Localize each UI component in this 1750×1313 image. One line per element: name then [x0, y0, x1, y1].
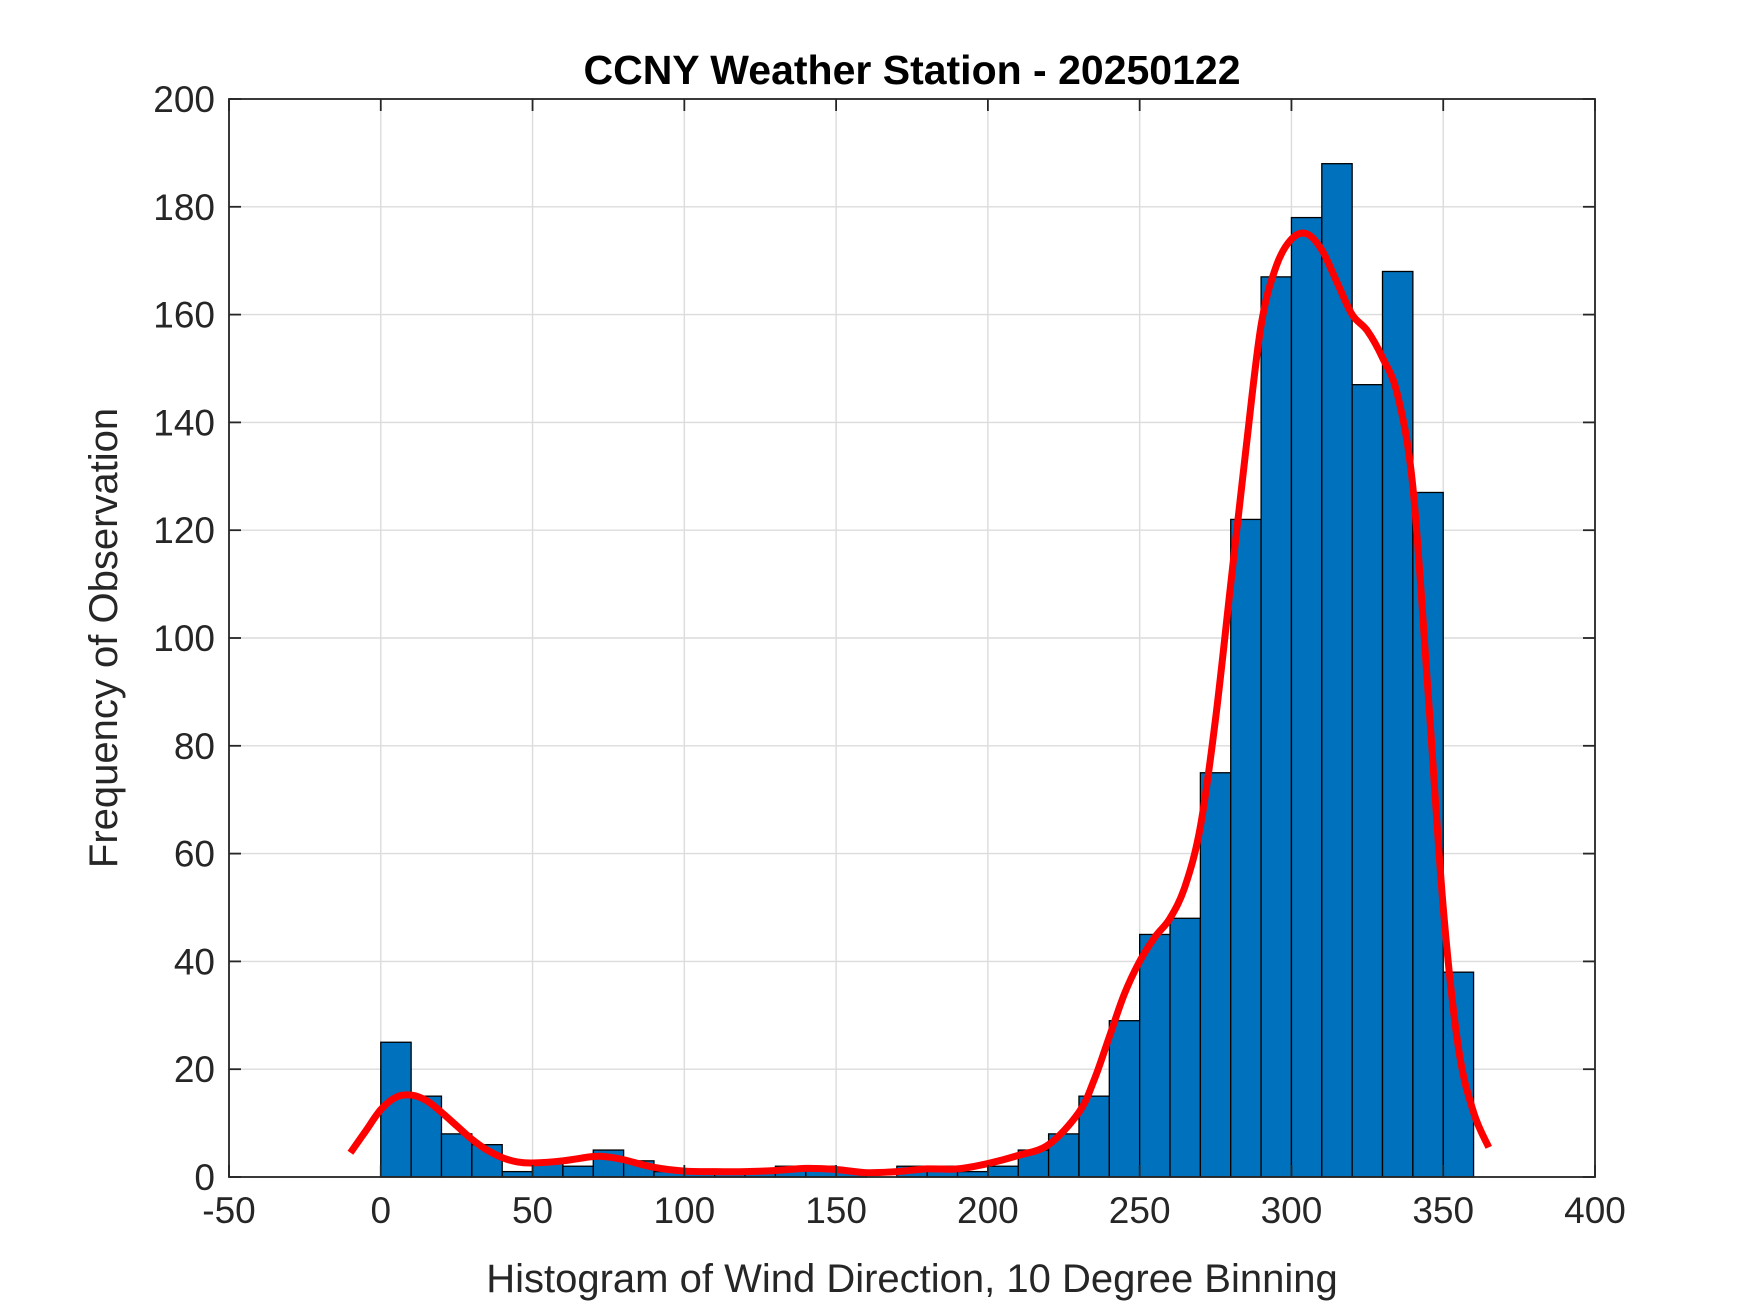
histogram-bar: [1108, 1020, 1141, 1178]
histogram-bar: [1442, 971, 1475, 1178]
histogram-bar: [1169, 917, 1202, 1178]
x-tick-label: 50: [512, 1190, 553, 1231]
x-tick-label: 250: [1109, 1190, 1171, 1231]
y-tick-label: 0: [194, 1157, 215, 1198]
histogram-bar: [987, 1165, 1019, 1178]
x-tick-label: 300: [1261, 1190, 1323, 1231]
y-tick-label: 160: [153, 295, 215, 336]
histogram-bar: [1230, 518, 1262, 1178]
x-tick-labels: -50 0 50 100 150 200 250 300 350 400: [202, 1190, 1626, 1231]
histogram-bar: [1290, 216, 1323, 1178]
histogram-bar: [1321, 163, 1353, 1178]
histogram-bar: [562, 1165, 594, 1178]
y-axis-label: Frequency of Observation: [82, 408, 126, 868]
histogram-bar: [440, 1133, 473, 1178]
histogram-bar: [1139, 933, 1171, 1178]
y-tick-label: 40: [174, 941, 215, 982]
x-axis-label: Histogram of Wind Direction, 10 Degree B…: [486, 1257, 1338, 1301]
y-tick-labels: 0 20 40 60 80 100 120 140 160 180 200: [153, 79, 215, 1198]
density-fit: [347, 229, 1492, 1177]
x-tick-label: 350: [1412, 1190, 1474, 1231]
x-tick-label: -50: [202, 1190, 255, 1231]
y-tick-label: 80: [174, 726, 215, 767]
y-tick-label: 20: [174, 1049, 215, 1090]
x-tick-label: 400: [1564, 1190, 1626, 1231]
x-tick-label: 200: [957, 1190, 1019, 1231]
y-tick-label: 140: [153, 402, 215, 443]
y-tick-label: 120: [153, 510, 215, 551]
x-tick-label: 150: [805, 1190, 867, 1231]
histogram-bar: [1199, 772, 1232, 1178]
y-tick-label: 100: [153, 618, 215, 659]
histogram-bar: [1351, 384, 1384, 1178]
density-curve: [347, 229, 1492, 1177]
y-tick-label: 60: [174, 834, 215, 875]
x-tick-label: 0: [370, 1190, 391, 1231]
tick-marks: [228, 98, 1596, 1178]
y-tick-label: 200: [153, 79, 215, 120]
x-tick-label: 100: [653, 1190, 715, 1231]
y-tick-label: 180: [153, 187, 215, 228]
histogram-bar: [1260, 276, 1293, 1178]
chart-title: CCNY Weather Station - 20250122: [583, 47, 1240, 93]
